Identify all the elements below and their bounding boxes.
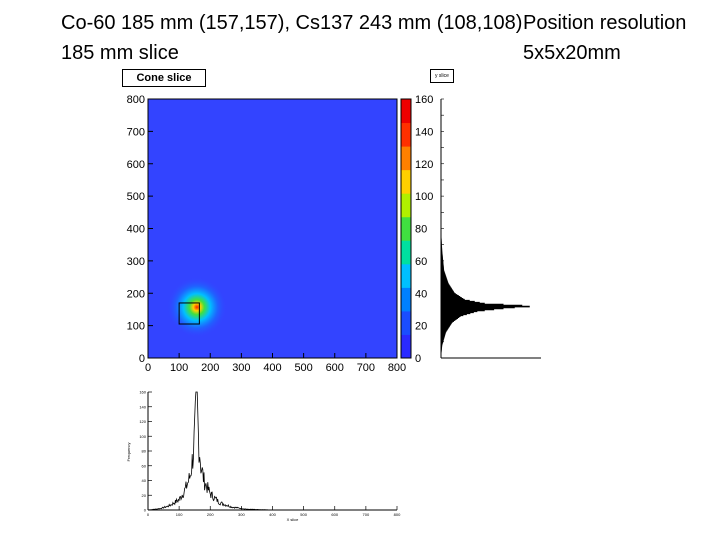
- colorbar-tick-label: 0: [415, 353, 421, 365]
- title-line1-right: Position resolution: [523, 12, 687, 34]
- colorbar-segment: [401, 263, 411, 288]
- y-projection-plot: [440, 98, 541, 359]
- xslice-y-tick-label: 0: [144, 508, 147, 513]
- heatmap-y-tick-label: 700: [127, 126, 145, 138]
- xslice-x-tick-label: 200: [207, 512, 214, 517]
- xslice-y-tick-label: 140: [139, 404, 146, 409]
- colorbar-tick-label: 100: [415, 191, 433, 203]
- heatmap-y-tick-label: 200: [127, 288, 145, 300]
- heatmap-marker-box: [178, 302, 200, 325]
- colorbar-segment: [401, 287, 411, 312]
- xslice-y-tick-label: 160: [139, 390, 146, 395]
- heatmap-plot: 0 100 200 300 400 500 600 700 800 0 100 200 300 400 50…: [127, 94, 407, 374]
- colorbar-tick-label: 20: [415, 321, 427, 333]
- heatmap-x-tick-label: 500: [294, 362, 312, 374]
- heatmap-title: Cone slice: [122, 69, 206, 87]
- colorbar-segment: [401, 334, 411, 359]
- heatmap-y-tick-label: 500: [127, 191, 145, 203]
- xslice-y-tick-label: 100: [139, 434, 146, 439]
- xslice-y-axis-label: Frequency: [126, 443, 131, 462]
- colorbar-segment: [401, 310, 411, 335]
- heatmap-y-tick-label: 100: [127, 321, 145, 333]
- heatmap-x-tick-label: 0: [145, 362, 151, 374]
- xslice-y-tick-label: 40: [142, 478, 147, 483]
- heatmap-x-tick-label: 400: [263, 362, 281, 374]
- xslice-x-tick-label: 800: [394, 512, 401, 517]
- heatmap-x-tick-label: 100: [170, 362, 188, 374]
- heatmap-y-tick-label: 600: [127, 159, 145, 171]
- heatmap-x-tick-label: 200: [201, 362, 219, 374]
- heatmap-y-tick-label: 0: [139, 353, 145, 365]
- colorbar-tick-label: 60: [415, 256, 427, 268]
- projection-title: y slice: [430, 69, 454, 83]
- title-line1-left: Co-60 185 mm (157,157), Cs137 243 mm (10…: [61, 12, 523, 34]
- colorbar: 0 20 40 60 80 100 120 140 160: [400, 94, 433, 365]
- heatmap-hotspot: [166, 277, 227, 338]
- colorbar-tick-label: 160: [415, 94, 433, 106]
- colorbar-segment: [401, 193, 411, 218]
- xslice-x-tick-label: 600: [331, 512, 338, 517]
- xslice-x-tick-label: 400: [269, 512, 276, 517]
- xslice-series-line: [147, 391, 397, 511]
- colorbar-segment: [401, 216, 411, 241]
- xslice-y-tick-label: 60: [142, 463, 147, 468]
- heatmap-y-tick-label: 800: [127, 94, 145, 106]
- x-slice-plot: 0 100 200 300 400 500 600 700 800 0 20 40 60 80 100 120…: [126, 390, 401, 523]
- heatmap-y-tick-label: 400: [127, 224, 145, 236]
- colorbar-segment: [401, 146, 411, 171]
- xslice-x-tick-label: 500: [300, 512, 307, 517]
- xslice-x-tick-label: 0: [147, 512, 150, 517]
- heatmap-x-tick-label: 600: [326, 362, 344, 374]
- xslice-x-axis-label: X slice: [287, 517, 300, 522]
- xslice-y-tick-label: 80: [142, 449, 147, 454]
- colorbar-segment: [401, 122, 411, 147]
- colorbar-frame: [400, 98, 412, 359]
- heatmap-x-tick-label: 800: [388, 362, 406, 374]
- colorbar-segment: [401, 169, 411, 194]
- xslice-x-tick-label: 300: [238, 512, 245, 517]
- colorbar-tick-label: 140: [415, 126, 433, 138]
- xslice-y-tick-label: 20: [142, 493, 147, 498]
- colorbar-tick-label: 120: [415, 159, 433, 171]
- colorbar-segment: [401, 99, 411, 124]
- xslice-x-tick-label: 100: [176, 512, 183, 517]
- colorbar-tick-label: 80: [415, 224, 427, 236]
- title-line2-right: 5x5x20mm: [523, 42, 621, 64]
- title-line2-left: 185 mm slice: [61, 42, 179, 64]
- heatmap-x-tick-label: 700: [357, 362, 375, 374]
- colorbar-tick-label: 40: [415, 288, 427, 300]
- colorbar-segment: [401, 240, 411, 265]
- xslice-x-tick-label: 700: [363, 512, 370, 517]
- xslice-y-tick-label: 120: [139, 419, 146, 424]
- heatmap-y-tick-label: 300: [127, 256, 145, 268]
- heatmap-x-tick-label: 300: [232, 362, 250, 374]
